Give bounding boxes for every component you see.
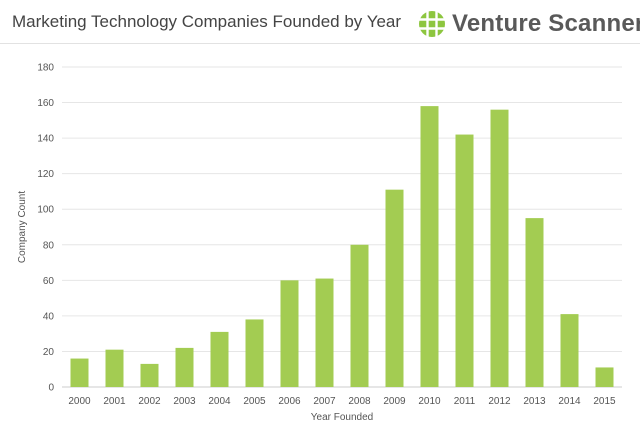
x-tick-label: 2015 (593, 396, 616, 407)
bar-2015 (595, 367, 614, 387)
y-tick-label: 80 (43, 240, 55, 251)
bar-2009 (385, 189, 404, 387)
bar-2007 (315, 278, 334, 387)
x-tick-label: 2004 (208, 396, 231, 407)
y-axis-ticks: 0 20 40 60 80 100 120 140 160 180 (37, 63, 54, 394)
bar-2011 (455, 134, 474, 387)
y-tick-label: 180 (37, 63, 54, 74)
x-tick-label: 2014 (558, 396, 581, 407)
x-tick-label: 2010 (418, 396, 441, 407)
y-tick-label: 100 (37, 205, 54, 216)
x-tick-label: 2000 (68, 396, 91, 407)
bar-2004 (210, 331, 229, 387)
x-tick-label: 2011 (454, 396, 476, 407)
y-tick-label: 120 (37, 169, 54, 180)
x-tick-label: 2013 (523, 396, 546, 407)
y-tick-label: 160 (37, 98, 54, 109)
y-axis-label: Company Count (17, 191, 28, 263)
bar-2003 (175, 347, 194, 387)
brand-name: Venture Scanner (452, 10, 640, 37)
y-tick-label: 60 (43, 276, 55, 287)
x-tick-label: 2006 (278, 396, 301, 407)
x-tick-label: 2007 (313, 396, 336, 407)
y-tick-label: 20 (43, 347, 55, 358)
y-tick-label: 40 (43, 311, 55, 322)
bar-2012 (490, 109, 509, 388)
bar-2010 (420, 106, 439, 387)
bar-2000 (70, 358, 89, 387)
x-tick-label: 2005 (243, 396, 266, 407)
bar-2006 (280, 280, 299, 387)
x-tick-label: 2002 (138, 396, 161, 407)
bar-2002 (140, 363, 159, 387)
x-tick-label: 2009 (383, 396, 406, 407)
x-tick-label: 2001 (103, 396, 126, 407)
x-axis-label: Year Founded (311, 412, 373, 423)
brand-logo: Venture Scanner (418, 9, 640, 39)
bar-2001 (105, 349, 124, 387)
x-axis-ticks: 2000 2001 2002 2003 2004 2005 2006 2007 2008 2009… (68, 396, 616, 407)
x-tick-label: 2008 (348, 396, 371, 407)
bar-2008 (350, 244, 369, 387)
x-tick-label: 2012 (488, 396, 511, 407)
bar-2014 (560, 314, 579, 387)
y-tick-label: 140 (37, 134, 54, 145)
chart-title: Marketing Technology Companies Founded b… (12, 12, 402, 31)
x-tick-label: 2003 (173, 396, 196, 407)
grid-globe-icon (419, 11, 445, 37)
bar-2013 (525, 218, 544, 387)
header-divider (0, 43, 640, 44)
bars (70, 106, 614, 388)
y-tick-label: 0 (48, 383, 54, 394)
bar-2005 (245, 319, 264, 387)
